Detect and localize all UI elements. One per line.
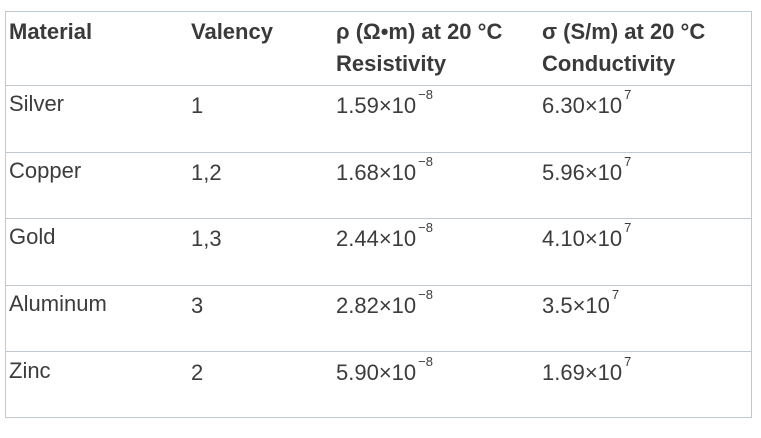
cell-material: Copper (9, 158, 82, 183)
conductivity-exponent: 7 (611, 287, 620, 302)
conductivity-base: 3.5×10 (542, 293, 610, 318)
row-divider (6, 351, 751, 352)
conductivity-base: 5.96×10 (542, 160, 623, 185)
resistivity-base: 5.90×10 (336, 360, 417, 385)
conductivity-base: 4.10×10 (542, 226, 623, 251)
cell-resistivity: 2.44×10 −8 (336, 220, 433, 258)
header-resistivity-line1: ρ (Ω•m) at 20 °C (336, 19, 503, 44)
resistivity-exponent: −8 (418, 154, 433, 169)
resistivity-exponent: −8 (418, 87, 433, 102)
resistivity-exponent: −8 (418, 354, 433, 369)
row-divider (6, 152, 751, 153)
cell-resistivity: 5.90×10 −8 (336, 354, 433, 392)
conductivity-exponent: 7 (624, 87, 632, 102)
resistivity-base: 1.68×10 (336, 160, 417, 185)
cell-valency: 1,2 (191, 160, 222, 185)
resistivity-exponent: −8 (418, 287, 433, 302)
header-valency: Valency (191, 19, 273, 44)
conductivity-base: 1.69×10 (542, 360, 623, 385)
header-material: Material (9, 19, 93, 44)
row-divider (6, 218, 751, 219)
header-resistivity-line2: Resistivity (336, 51, 447, 76)
resistivity-exponent: −8 (418, 220, 433, 235)
cell-conductivity: 4.10×10 7 (542, 220, 632, 258)
cell-conductivity: 5.96×10 7 (542, 154, 632, 192)
conductivity-table: Material Valency ρ (Ω•m) at 20 °C Resist… (5, 11, 752, 418)
resistivity-base: 1.59×10 (336, 93, 417, 118)
cell-conductivity: 1.69×10 7 (542, 354, 632, 392)
cell-valency: 2 (191, 360, 204, 385)
cell-material: Silver (9, 91, 65, 116)
cell-material: Gold (9, 224, 56, 249)
resistivity-base: 2.82×10 (336, 293, 417, 318)
conductivity-base: 6.30×10 (542, 93, 623, 118)
cell-conductivity: 3.5×10 7 (542, 287, 620, 325)
row-divider (6, 285, 751, 286)
cell-valency: 1 (191, 93, 204, 118)
resistivity-base: 2.44×10 (336, 226, 417, 251)
header-conductivity-line2: Conductivity (542, 51, 676, 76)
conductivity-exponent: 7 (624, 154, 632, 169)
row-divider (6, 85, 751, 86)
cell-material: Zinc (9, 358, 51, 383)
cell-resistivity: 2.82×10 −8 (336, 287, 433, 325)
cell-valency: 3 (191, 293, 204, 318)
cell-valency: 1,3 (191, 226, 222, 251)
conductivity-exponent: 7 (624, 220, 632, 235)
header-conductivity-line1: σ (S/m) at 20 °C (542, 19, 706, 44)
cell-resistivity: 1.59×10 −8 (336, 87, 433, 125)
cell-material: Aluminum (9, 291, 107, 316)
cell-conductivity: 6.30×10 7 (542, 87, 632, 125)
cell-resistivity: 1.68×10 −8 (336, 154, 433, 192)
conductivity-exponent: 7 (624, 354, 632, 369)
